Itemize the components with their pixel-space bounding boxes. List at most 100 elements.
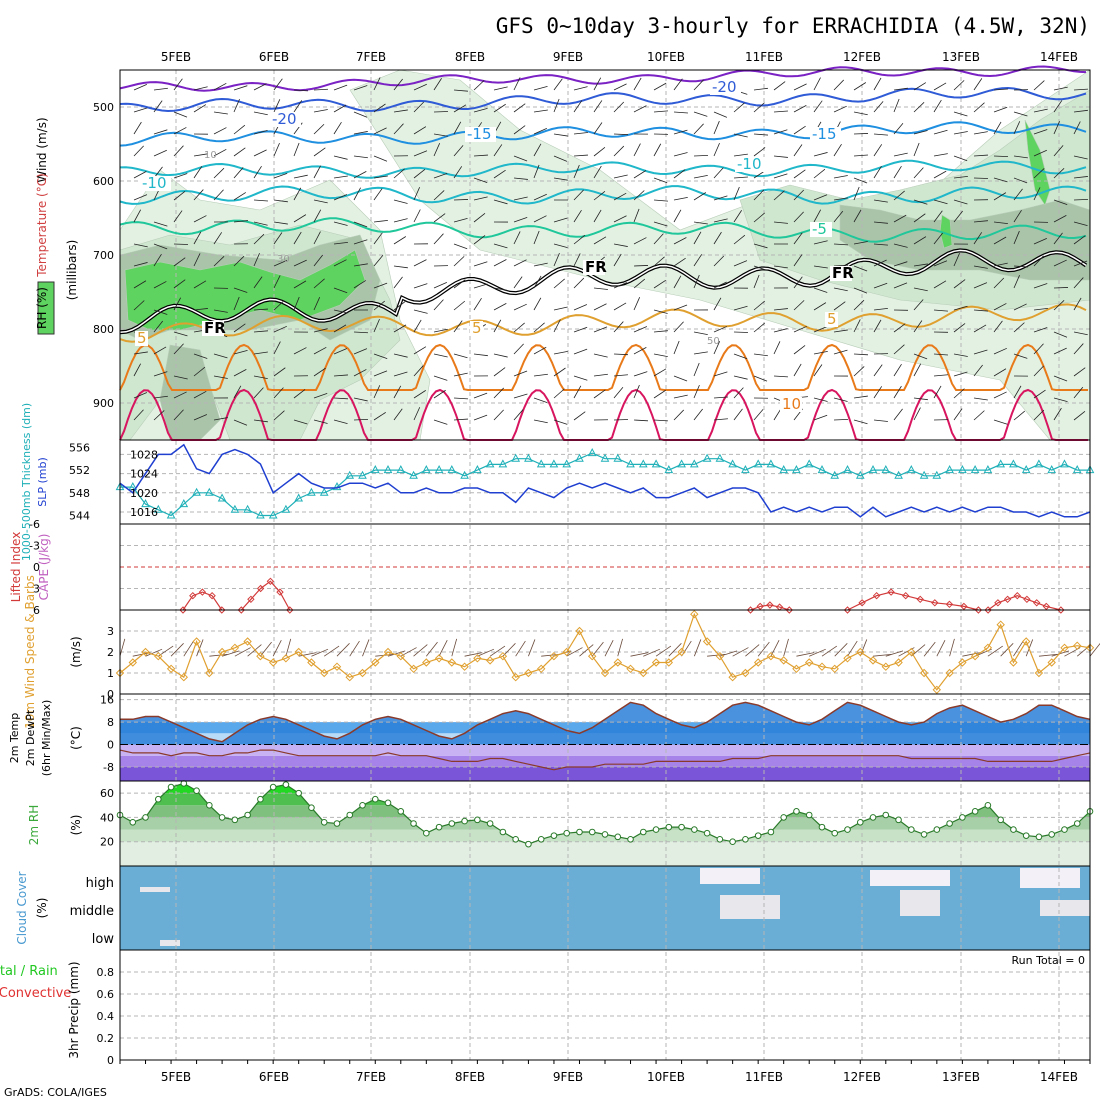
wind-speed-line-point	[868, 656, 878, 665]
wind-barb	[453, 104, 467, 113]
wind-barb	[233, 220, 248, 223]
wind-barb	[873, 199, 888, 203]
wind-barb	[193, 166, 203, 179]
wind-barb	[333, 155, 348, 160]
wind-barb	[993, 262, 1008, 267]
wind-barb	[893, 243, 908, 248]
wind-barb	[573, 189, 584, 201]
wind-barb	[413, 168, 426, 179]
rh-line-point	[767, 828, 775, 836]
wind-barb	[753, 189, 765, 201]
wind-speed-line-point	[575, 626, 584, 636]
wind-barb	[433, 282, 447, 289]
wind-barb	[693, 221, 708, 225]
wind-barb	[453, 121, 462, 135]
wind-barb	[853, 419, 868, 425]
wind-barb	[333, 241, 348, 245]
wind-barb	[493, 387, 505, 399]
wind-barb	[613, 145, 625, 157]
date-label-bottom: 5FEB	[161, 1070, 191, 1084]
wind-barb	[993, 88, 1008, 91]
wind-barb	[833, 144, 842, 157]
cloud-gap	[900, 890, 940, 916]
rh-line-point	[1061, 826, 1068, 833]
wind-barb	[793, 276, 803, 289]
rh-line-point	[691, 826, 698, 833]
wind-barb	[513, 343, 524, 355]
wind-barb	[1033, 108, 1048, 113]
thickness-line-point	[906, 465, 916, 474]
wind-barb	[1073, 260, 1088, 267]
wind-barb	[433, 143, 441, 157]
wind-barb	[573, 154, 588, 157]
wind-barb	[473, 235, 486, 245]
wind-barb	[173, 257, 186, 267]
wind-barb	[393, 218, 408, 223]
wind-barb	[673, 78, 683, 91]
contour-label-bg	[202, 321, 224, 336]
wind-barb	[513, 393, 528, 399]
wind-barb	[593, 236, 607, 245]
wind-barb	[473, 177, 488, 184]
wind-barb	[1073, 297, 1082, 311]
wind-barb	[1053, 199, 1068, 206]
thickness-line-point	[192, 487, 201, 496]
rh-legend-swatch	[37, 281, 55, 335]
wind-barb	[953, 210, 963, 223]
axis-label-rh: RH (%)	[35, 287, 49, 329]
wind-barb	[693, 351, 708, 355]
rh-line-point	[282, 781, 290, 788]
wind-barb	[993, 303, 1007, 311]
lifted-index-point	[266, 577, 275, 586]
wind-barb	[273, 367, 286, 377]
wind-barb	[973, 410, 985, 421]
lifted-index-point	[1057, 606, 1065, 614]
wind-barb	[693, 111, 708, 117]
wind-barb	[873, 165, 882, 179]
wind-barb	[353, 418, 369, 421]
wind-barb	[873, 419, 888, 422]
wind-barb	[613, 83, 627, 91]
wind-speed-line-point	[664, 658, 674, 667]
wind-barb	[313, 165, 321, 179]
wind-barb	[473, 154, 488, 157]
wind-barb	[893, 190, 905, 201]
wind-barb	[773, 328, 788, 333]
wind-barb	[973, 397, 988, 401]
slp-panel-frame	[119, 439, 1091, 525]
rh-line-point	[793, 808, 800, 815]
lifted-index-point	[887, 588, 895, 596]
wind-barb	[133, 83, 147, 91]
wind-barb	[393, 385, 402, 399]
wind-barb	[493, 259, 507, 267]
rh-tick-label: 60	[100, 787, 114, 800]
wind-barb	[873, 133, 888, 136]
wind-barb	[793, 300, 805, 311]
wind-barb	[313, 297, 321, 311]
thickness-line-point	[587, 448, 597, 457]
wind-barb	[673, 129, 688, 135]
wind-barb	[173, 409, 184, 421]
wind-barb	[713, 297, 722, 311]
wind-speed-line-point	[1009, 658, 1018, 667]
wind-barb	[673, 237, 687, 245]
wind-speed-line-point	[753, 658, 763, 667]
wind-barb	[573, 100, 583, 113]
wind-barb	[313, 231, 321, 245]
wind-tick-label: 3	[107, 625, 114, 638]
precip-legend-total-rain: Total / Rain	[0, 964, 58, 979]
wind-barb	[893, 261, 908, 267]
rh-line-point	[231, 816, 239, 824]
wind-barb	[1073, 88, 1088, 91]
axis-label-wind: Wind (m/s)	[35, 117, 49, 182]
isotherm-cold	[119, 159, 1087, 179]
wind-barb	[593, 326, 608, 333]
wind-barb	[193, 253, 201, 267]
rh-line-point	[499, 828, 507, 836]
wind-barb-10m	[477, 648, 495, 657]
wind-barb	[773, 81, 786, 91]
wind-barb	[333, 324, 347, 333]
thickness-line-point	[741, 465, 750, 474]
pressure-tick-label: 900	[93, 397, 114, 410]
wind-barb-10m	[119, 638, 126, 657]
